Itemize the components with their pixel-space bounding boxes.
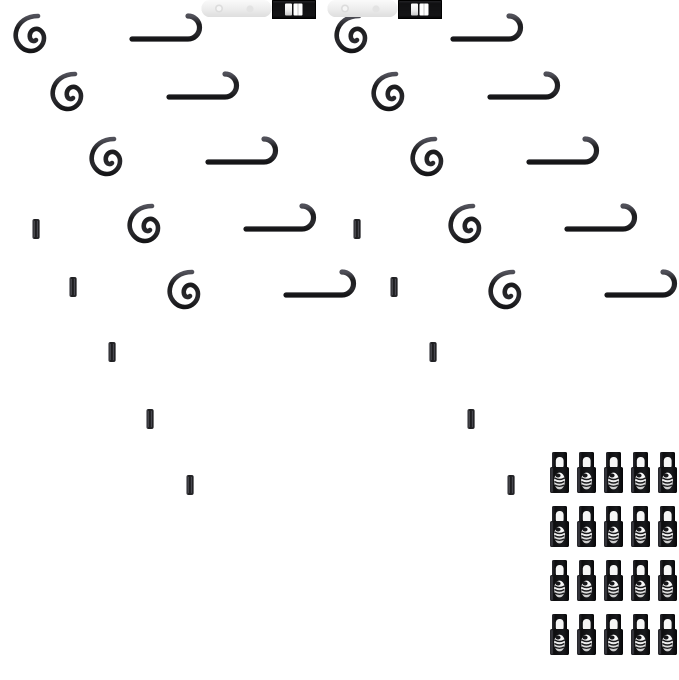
cord-lock[interactable]: [657, 505, 678, 548]
stopper-strap[interactable]: [201, 0, 272, 17]
stopper-column-left: [201, 0, 317, 20]
cord-lock[interactable]: [576, 451, 597, 494]
cord-lock[interactable]: [603, 559, 624, 602]
cord-lock[interactable]: [657, 451, 678, 494]
cord-lock[interactable]: [603, 505, 624, 548]
cord-lock[interactable]: [657, 613, 678, 656]
cord-lock[interactable]: [630, 613, 651, 656]
stopper-strap[interactable]: [327, 0, 398, 17]
stopper-clip[interactable]: [397, 0, 443, 20]
stopper-set[interactable]: [201, 0, 317, 20]
cord-lock[interactable]: [630, 505, 651, 548]
cord-lock[interactable]: [603, 451, 624, 494]
cord-lock[interactable]: [603, 613, 624, 656]
cord-lock[interactable]: [630, 451, 651, 494]
cord-lock[interactable]: [576, 559, 597, 602]
cord-lock[interactable]: [549, 613, 570, 656]
cord-lock[interactable]: [576, 505, 597, 548]
cord-lock[interactable]: [549, 505, 570, 548]
cord-lock[interactable]: [576, 613, 597, 656]
stopper-column-right: [327, 0, 443, 20]
cord-lock[interactable]: [630, 559, 651, 602]
cord-lock[interactable]: [549, 451, 570, 494]
cord-lock[interactable]: [549, 559, 570, 602]
stopper-clip[interactable]: [271, 0, 317, 20]
cord-lock[interactable]: [657, 559, 678, 602]
stopper-set[interactable]: [327, 0, 443, 20]
